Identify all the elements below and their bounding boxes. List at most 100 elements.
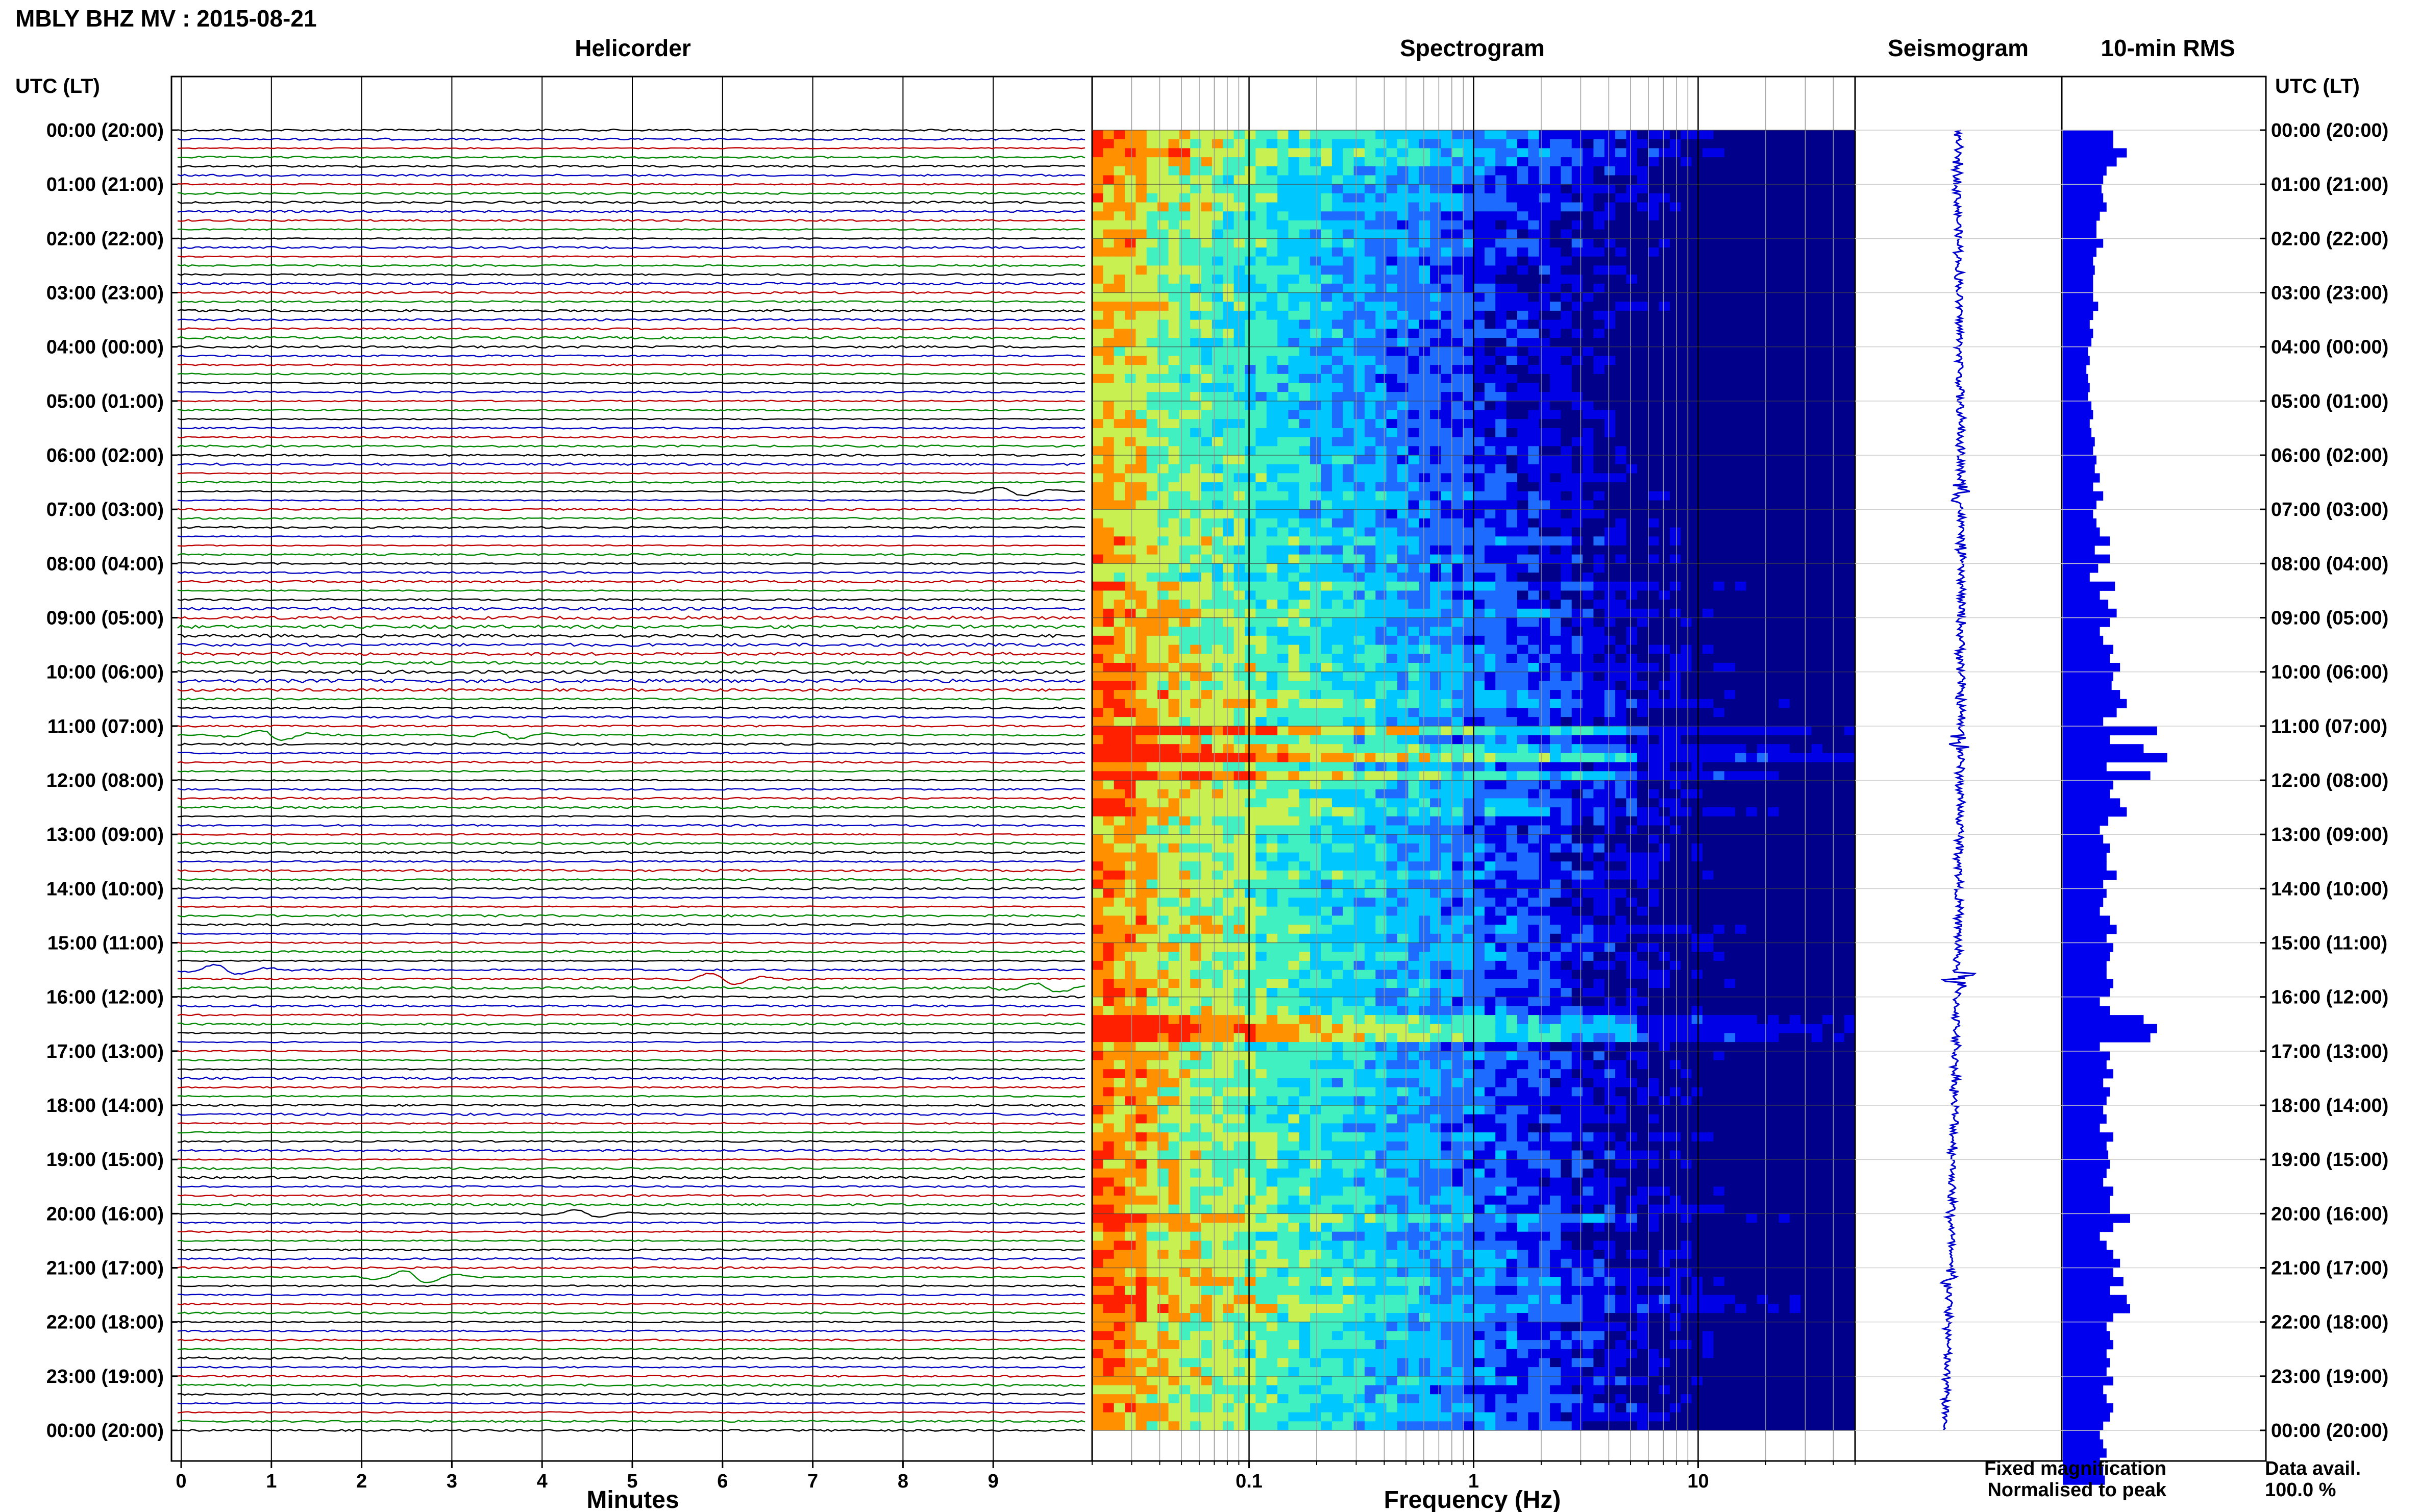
spectrogram-cell [1430, 256, 1442, 266]
spectrogram-cell [1266, 735, 1278, 745]
spectrogram-cell [1146, 410, 1158, 419]
spectrogram-cell [1583, 329, 1594, 338]
spectrogram-cell [1321, 319, 1332, 329]
spectrogram-cell [1136, 175, 1147, 185]
spectrogram-cell [1114, 735, 1125, 745]
spectrogram-cell [1746, 464, 1758, 474]
spectrogram-cell [1419, 383, 1430, 392]
spectrogram-cell [1125, 247, 1137, 257]
spectrogram-cell [1648, 744, 1660, 754]
spectrogram-cell [1441, 247, 1452, 257]
spectrogram-cell [1179, 708, 1191, 717]
spectrogram-cell [1146, 175, 1158, 185]
spectrogram-cell [1223, 536, 1235, 546]
spectrogram-cell [1364, 202, 1376, 212]
spectrogram-cell [1364, 220, 1376, 230]
spectrogram-cell [1779, 401, 1790, 411]
spectrogram-cell [1353, 292, 1365, 302]
spectrogram-cell [1353, 175, 1365, 185]
spectrogram-cell [1789, 590, 1801, 600]
spectrogram-cell [1201, 744, 1213, 754]
spectrogram-cell [1800, 346, 1812, 356]
spectrogram-cell [1604, 482, 1616, 492]
spectrogram-cell [1681, 464, 1692, 474]
spectrogram-cell [1593, 690, 1605, 700]
spectrogram-cell [1146, 455, 1158, 465]
spectrogram-cell [1822, 600, 1834, 609]
spectrogram-cell [1255, 428, 1267, 438]
spectrogram-cell [1157, 229, 1169, 239]
spectrogram-cell [1212, 536, 1223, 546]
spectrogram-cell [1375, 581, 1387, 591]
spectrogram-cell [1233, 663, 1245, 673]
spectrogram-cell [1746, 157, 1758, 167]
spectrogram-cell [1681, 265, 1692, 275]
spectrogram-cell [1321, 410, 1332, 419]
spectrogram-cell [1681, 292, 1692, 302]
spectrogram-cell [1343, 482, 1354, 492]
spectrogram-cell [1691, 275, 1703, 284]
spectrogram-cell [1408, 310, 1420, 320]
spectrogram-cell [1331, 148, 1343, 158]
spectrogram-cell [1288, 726, 1300, 736]
spectrogram-cell [1463, 175, 1474, 185]
spectrogram-cell [1528, 464, 1540, 474]
spectrogram-cell [1724, 338, 1736, 348]
spectrogram-cell [1561, 699, 1572, 709]
spectrogram-cell [1669, 302, 1681, 311]
spectrogram-cell [1266, 302, 1278, 311]
spectrogram-cell [1702, 608, 1714, 618]
spectrogram-cell [1800, 527, 1812, 537]
spectrogram-cell [1648, 220, 1660, 230]
spectrogram-cell [1844, 338, 1856, 348]
spectrogram-cell [1724, 302, 1736, 311]
spectrogram-cell [1266, 473, 1278, 483]
spectrogram-cell [1451, 383, 1463, 392]
spectrogram-cell [1746, 392, 1758, 402]
spectrogram-cell [1550, 265, 1561, 275]
spectrogram-cell [1473, 654, 1485, 663]
spectrogram-cell [1223, 265, 1235, 275]
spectrogram-cell [1125, 509, 1137, 519]
spectrogram-cell [1713, 455, 1725, 465]
spectrogram-cell [1125, 184, 1137, 194]
spectrogram-cell [1463, 410, 1474, 419]
spectrogram-cell [1255, 645, 1267, 654]
spectrogram-cell [1561, 356, 1572, 365]
spectrogram-cell [1266, 202, 1278, 212]
spectrogram-cell [1615, 302, 1627, 311]
spectrogram-cell [1397, 338, 1409, 348]
spectrogram-cell [1331, 139, 1343, 148]
spectrogram-cell [1681, 356, 1692, 365]
spectrogram-cell [1615, 600, 1627, 609]
spectrogram-cell [1691, 518, 1703, 528]
spectrogram-cell [1800, 193, 1812, 203]
spectrogram-cell [1561, 473, 1572, 483]
spectrogram-cell [1528, 193, 1540, 203]
spectrogram-cell [1430, 527, 1442, 537]
spectrogram-cell [1833, 699, 1845, 709]
spectrogram-cell [1669, 193, 1681, 203]
spectrogram-cell [1331, 491, 1343, 501]
spectrogram-cell [1092, 645, 1103, 654]
spectrogram-cell [1484, 365, 1496, 375]
spectrogram-cell [1441, 500, 1452, 510]
spectrogram-cell [1288, 518, 1300, 528]
spectrogram-cell [1310, 356, 1322, 365]
spectrogram-cell [1561, 455, 1572, 465]
helicorder-trace [177, 156, 1085, 159]
spectrogram-cell [1277, 329, 1289, 338]
spectrogram-cell [1146, 356, 1158, 365]
spectrogram-cell [1768, 184, 1780, 194]
spectrogram-cell [1277, 536, 1289, 546]
spectrogram-cell [1277, 238, 1289, 248]
spectrogram-cell [1451, 600, 1463, 609]
spectrogram-cell [1506, 166, 1518, 176]
spectrogram-cell [1583, 392, 1594, 402]
spectrogram-cell [1615, 464, 1627, 474]
spectrogram-cell [1103, 338, 1115, 348]
spectrogram-cell [1157, 491, 1169, 501]
spectrogram-cell [1321, 383, 1332, 392]
spectrogram-cell [1277, 464, 1289, 474]
